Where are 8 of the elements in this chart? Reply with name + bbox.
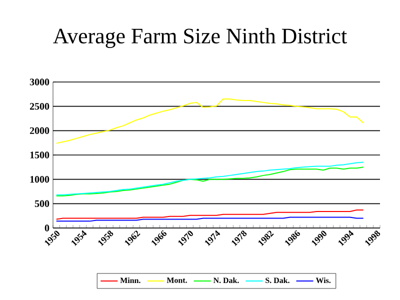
y-tick-label: 2500 (30, 102, 50, 110)
y-tick-label: 1000 (30, 176, 50, 183)
y-tick-label: 3000 (30, 78, 50, 86)
y-tick-label: 1500 (30, 152, 50, 158)
chart-title: Average Farm Size Ninth District (53, 28, 347, 48)
y-tick-label: 0 (44, 224, 50, 232)
y-tick-label: 500 (34, 200, 50, 208)
y-tick-label: 2000 (30, 127, 50, 134)
